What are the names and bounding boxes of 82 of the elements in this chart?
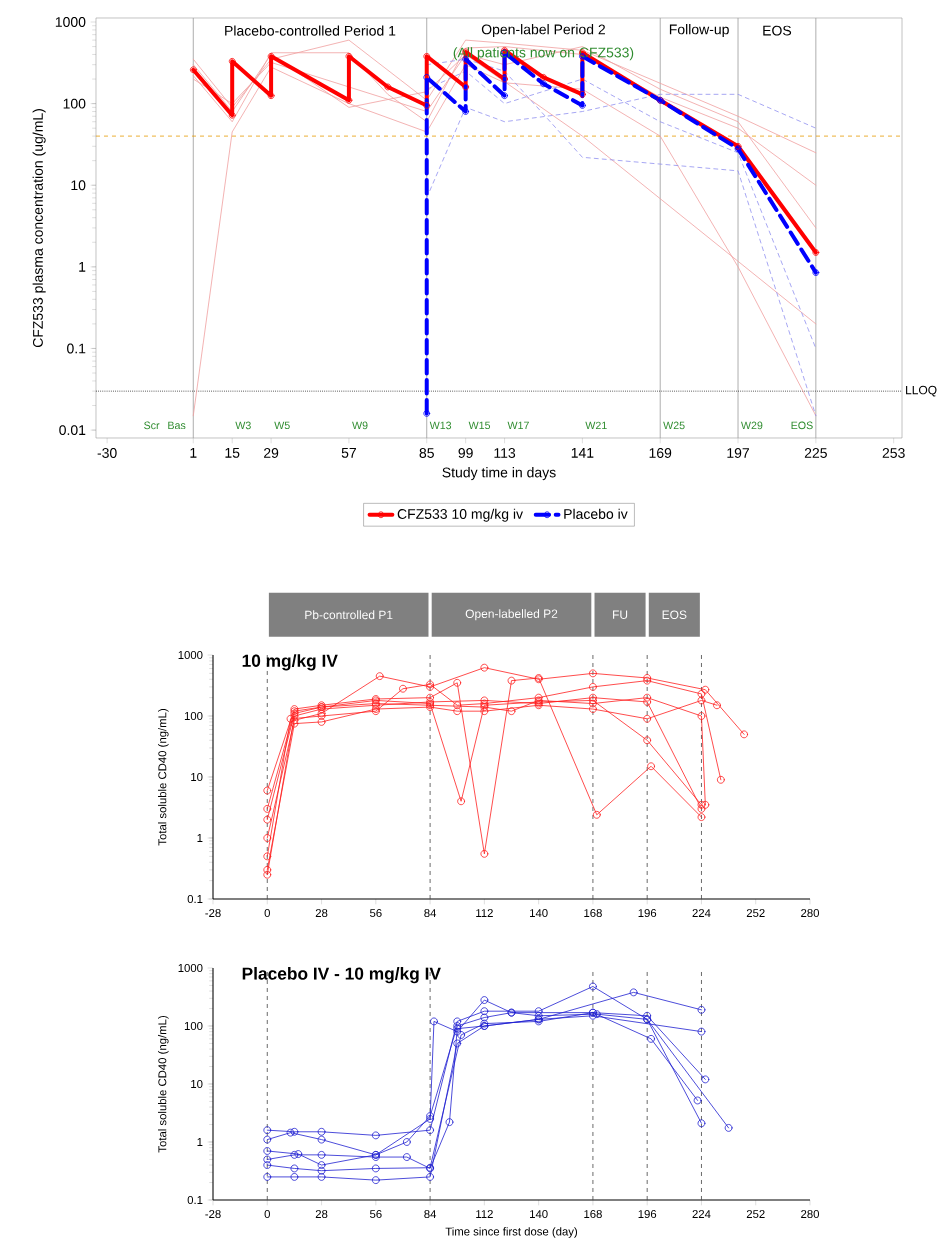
x-tick-label: 280 <box>801 909 820 918</box>
y-tick-label: 1 <box>79 262 86 272</box>
x-tick-label: 224 <box>692 909 711 917</box>
x-tick-label: 15 <box>225 448 240 458</box>
y-tick-label: 1000 <box>178 651 203 660</box>
x-tick-label: 99 <box>458 448 473 458</box>
x-tick-label: 57 <box>341 448 356 458</box>
x-tick-label: 252 <box>746 1210 765 1219</box>
x-tick-label: 196 <box>638 1210 657 1219</box>
annotation: W15 <box>468 421 491 430</box>
y-tick-label: 1 <box>197 1138 203 1146</box>
x-tick-label: 169 <box>649 448 672 458</box>
y-tick-label: 100 <box>63 98 86 109</box>
x-tick-label: 112 <box>476 909 493 917</box>
y-tick-label: 1 <box>197 834 203 842</box>
x-tick-label: 112 <box>476 1210 493 1218</box>
y-tick-label: 10 <box>191 1079 203 1088</box>
y-tick-label: 1000 <box>55 17 86 27</box>
x-tick-label: 84 <box>424 1210 437 1219</box>
annotation: W21 <box>585 421 607 430</box>
x-tick-label: 85 <box>419 448 434 458</box>
x-tick-label: 168 <box>584 1210 602 1219</box>
legend-label: Placebo iv <box>564 508 628 519</box>
y-axis-title: CFZ533 plasma concentration (ug/mL) <box>32 109 46 348</box>
y-tick-label: 10 <box>191 772 203 781</box>
text: EOS <box>662 610 687 619</box>
text: FU <box>613 610 628 619</box>
y-tick-label: 100 <box>184 1021 203 1030</box>
x-tick-label: 84 <box>424 909 437 918</box>
x-tick-label: 56 <box>369 909 382 918</box>
y-axis-title: Total soluble CD40 (ng/mL) <box>158 1016 169 1153</box>
x-tick-label: 197 <box>727 448 749 458</box>
chart-title: 10 mg/kg IV <box>242 654 338 671</box>
y-tick-label: 100 <box>184 712 203 721</box>
annotation: W5 <box>274 421 290 430</box>
annotation: Follow-up <box>669 24 729 38</box>
x-axis-title: Time since first dose (day) <box>445 1227 578 1238</box>
x-tick-label: 252 <box>746 909 765 918</box>
y-tick-label: 0.1 <box>67 343 86 354</box>
x-tick-label: 0 <box>264 1210 270 1219</box>
y-tick-label: 0.01 <box>59 425 86 436</box>
y-tick-label: 1000 <box>178 963 203 972</box>
annotation: EOS <box>791 421 813 430</box>
x-tick-label: 225 <box>804 448 827 458</box>
x-tick-label: -30 <box>97 448 117 458</box>
annotation: Placebo-controlled Period 1 <box>225 25 396 36</box>
y-tick-label: 0.1 <box>187 894 203 903</box>
x-tick-label: 113 <box>494 448 516 458</box>
x-tick-label: 224 <box>692 1210 711 1218</box>
x-tick-label: 29 <box>264 448 279 458</box>
x-tick-label: 56 <box>369 1210 382 1219</box>
annotation: W17 <box>507 421 529 430</box>
y-axis-title: Total soluble CD40 (ng/mL) <box>158 709 169 846</box>
annotation: W25 <box>663 421 685 430</box>
annotation: W29 <box>741 421 763 430</box>
x-axis-title: Study time in days <box>442 467 556 481</box>
y-tick-label: 0.1 <box>187 1195 203 1204</box>
x-tick-label: 168 <box>584 909 602 918</box>
x-tick-label: 253 <box>882 448 905 458</box>
text: Open-labelled P2 <box>465 609 558 621</box>
annotation: Open-label Period 2 <box>481 24 605 38</box>
annotation: Scr <box>144 421 160 430</box>
x-tick-label: 280 <box>801 1210 820 1219</box>
x-tick-label: 0 <box>264 909 270 918</box>
x-tick-label: 141 <box>571 448 594 458</box>
y-tick-label: 10 <box>71 180 86 191</box>
x-tick-label: 196 <box>638 909 657 918</box>
x-tick-label: 140 <box>530 909 548 918</box>
legend-label: CFZ533 10 mg/kg iv <box>397 508 523 522</box>
x-tick-label: -28 <box>205 1210 221 1219</box>
x-tick-label: -28 <box>205 909 221 918</box>
annotation: EOS <box>763 25 792 36</box>
ref-line-label: LLOQ <box>906 385 937 397</box>
annotation: W3 <box>235 421 251 430</box>
chart-title: Placebo IV - 10 mg/kg IV <box>242 967 441 984</box>
x-tick-label: 140 <box>530 1210 548 1219</box>
annotation: Bas <box>168 421 186 430</box>
x-tick-label: 28 <box>315 909 328 918</box>
x-tick-label: 28 <box>315 1210 328 1219</box>
annotation: W9 <box>352 421 368 430</box>
annotation: W13 <box>429 421 452 430</box>
text: Pb-controlled P1 <box>305 610 393 620</box>
